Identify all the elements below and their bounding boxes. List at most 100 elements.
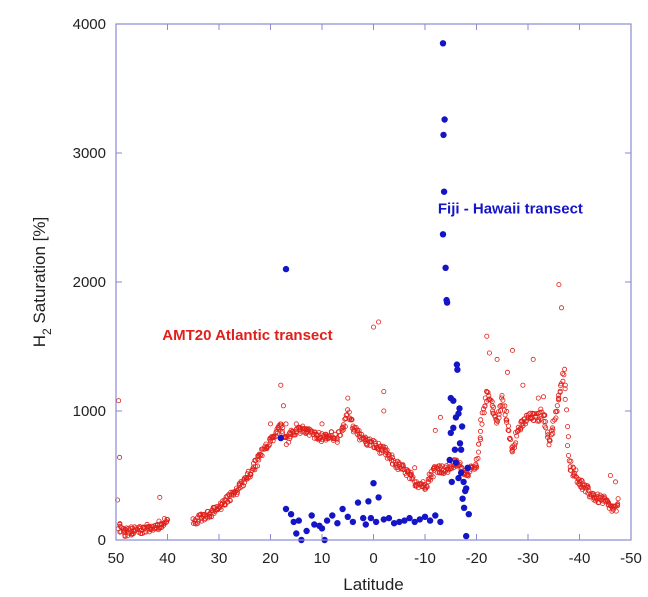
amt20-point [557,388,563,394]
fiji-hawaii-point [375,494,382,501]
fiji-hawaii-point [362,521,369,528]
amt20-point [435,465,441,471]
amt20-point [258,451,264,457]
annotation-fiji-hawaii: Fiji - Hawaii transect [438,201,583,218]
amt20-point [550,431,556,437]
amt20-point [477,435,483,441]
annotation-amt20: AMT20 Atlantic transect [162,327,332,344]
amt20-point [506,436,512,442]
fiji-hawaii-point [367,514,375,522]
amt20-outlier-point [486,350,492,356]
fiji-hawaii-point [396,518,403,526]
amt20-point [579,478,585,484]
amt20-point [163,520,169,526]
x-tick-label: 30 [211,550,228,567]
fiji-hawaii-point [421,513,429,520]
amt20-point [513,440,519,446]
x-tick-label: -40 [569,550,591,567]
fiji-hawaii-point [411,518,418,526]
fiji-hawaii-point [457,446,465,453]
fiji-hawaii-point [450,397,457,404]
amt20-outlier-point [556,282,562,288]
amt20-point [550,425,556,431]
amt20-point [479,421,485,427]
fiji-hawaii-point [401,517,408,524]
amt20-point [252,467,258,473]
amt20-outlier-point [437,414,443,420]
fiji-hawaii-point [339,505,346,513]
amt20-point [560,371,566,377]
amt20-point [445,469,451,475]
amt20-outlier-point [157,494,163,500]
amt20-point [512,445,518,451]
amt20-point [488,397,494,403]
amt20-point [206,513,212,519]
amt20-outlier-point [613,479,619,485]
fiji-hawaii-point [455,410,462,417]
fiji-hawaii-point [447,429,454,437]
fiji-hawaii-series [277,40,472,544]
amt20-point [423,483,429,489]
amt20-point [357,431,363,437]
amt20-point [339,424,345,430]
fiji-hawaii-point [334,520,341,527]
amt20-point [573,467,579,473]
fiji-hawaii-point [293,530,300,537]
amt20-outlier-point [607,472,613,478]
fiji-hawaii-point [462,487,469,495]
fiji-hawaii-point [457,469,465,477]
amt20-point [565,424,571,430]
fiji-hawaii-point [458,423,466,430]
y-axis-title-rest: Saturation [%] [30,217,49,329]
amt20-point [334,435,340,441]
fiji-hawaii-point [446,456,453,464]
amt20-point [553,415,559,421]
amt20-point [382,446,388,452]
amt20-point [554,403,560,409]
amt20-point [227,498,233,504]
amt20-point [547,437,553,443]
amt20-point [502,403,508,409]
amt20-point [342,424,348,430]
amt20-point [218,506,224,512]
amt20-point [161,522,167,528]
amt20-point [316,429,322,435]
amt20-point [430,474,436,480]
amt20-point [337,432,343,438]
fiji-hawaii-point [290,518,297,526]
amt20-point [408,469,414,475]
amt20-outlier-point [381,389,387,395]
y-tick-label: 1000 [73,403,106,420]
amt20-series [115,282,621,540]
amt20-outlier-point [267,421,273,427]
amt20-point [428,474,434,480]
fiji-hawaii-point [455,474,462,482]
fiji-hawaii-point [360,514,367,522]
amt20-point [424,484,430,490]
amt20-point [509,449,515,455]
amt20-point [395,467,401,473]
y-axis-title-subscript: 2 [40,328,54,335]
fiji-hawaii-point [426,517,434,524]
fiji-hawaii-point [370,480,377,487]
amt20-point [346,409,352,415]
amt20-point [473,463,479,469]
fiji-hawaii-point [439,40,447,47]
amt20-point [400,464,406,470]
amt20-point [615,503,621,509]
fiji-hawaii-point [390,520,398,527]
amt20-point [165,517,171,523]
amt20-point [545,432,551,438]
fiji-hawaii-point [442,264,449,271]
fiji-hawaii-point [432,512,439,519]
amt20-point [577,478,583,484]
amt20-point [334,437,340,443]
amt20-outlier-point [530,356,536,362]
x-tick-label: 50 [108,550,125,567]
amt20-point [264,444,270,450]
fiji-hawaii-point [344,513,351,520]
amt20-point [482,403,488,409]
fiji-hawaii-point [295,517,302,524]
amt20-outlier-point [484,333,490,339]
amt20-outlier-point [559,305,565,311]
